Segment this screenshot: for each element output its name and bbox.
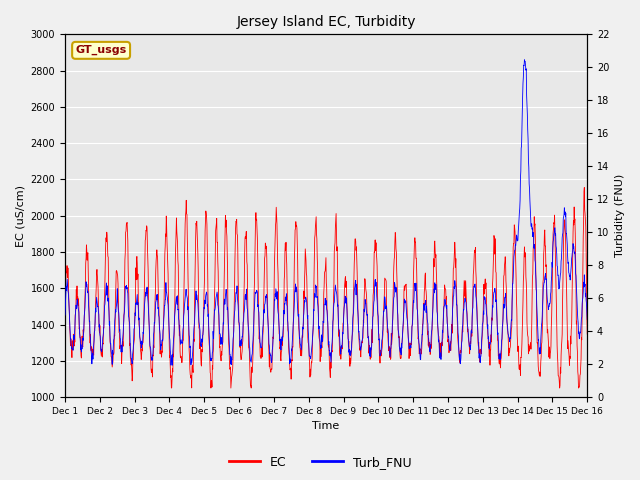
Title: Jersey Island EC, Turbidity: Jersey Island EC, Turbidity xyxy=(236,15,416,29)
Y-axis label: Turbidity (FNU): Turbidity (FNU) xyxy=(615,174,625,257)
X-axis label: Time: Time xyxy=(312,421,340,432)
Y-axis label: EC (uS/cm): EC (uS/cm) xyxy=(15,185,25,247)
Legend: EC, Turb_FNU: EC, Turb_FNU xyxy=(223,451,417,474)
Text: GT_usgs: GT_usgs xyxy=(76,45,127,56)
